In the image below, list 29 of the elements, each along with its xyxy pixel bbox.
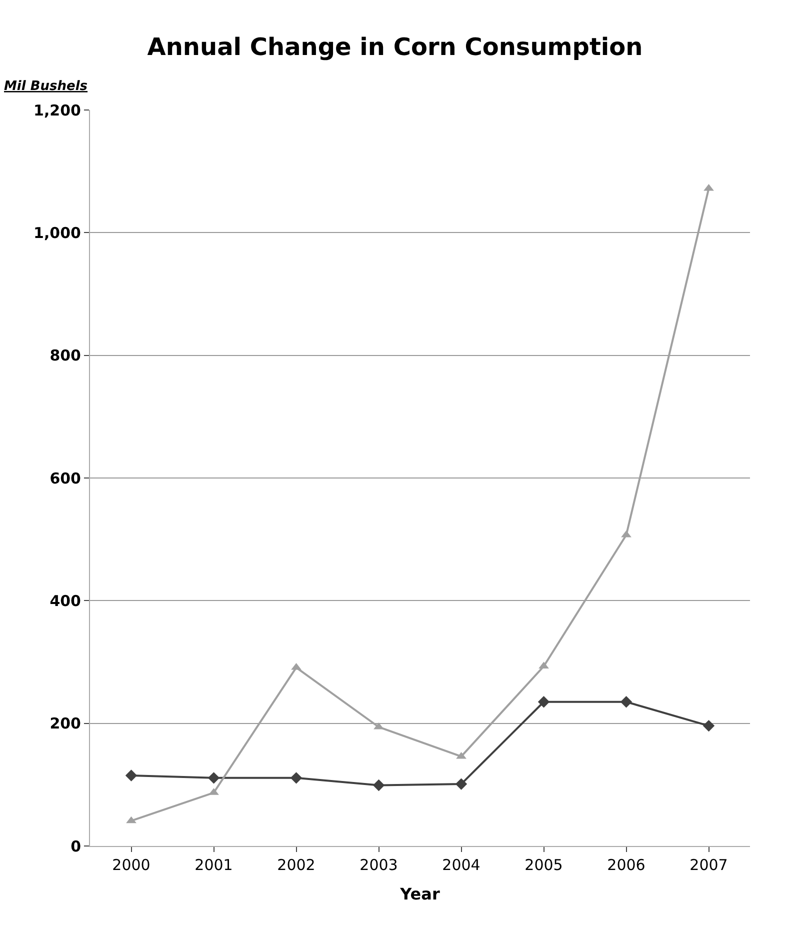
point (125, 770, 138, 782)
x-tick-label: 2000 (112, 856, 150, 874)
point (456, 752, 466, 759)
y-tick-label: 400 (50, 592, 81, 610)
x-tick-label: 2006 (607, 856, 646, 874)
y-axis-title: Mil Bushels (4, 79, 88, 94)
point (372, 779, 385, 792)
point (455, 778, 468, 790)
chart-title: Annual Change in Corn Consumption (147, 33, 643, 61)
point (702, 720, 715, 732)
point (290, 772, 302, 784)
y-tick-label: 200 (50, 714, 81, 733)
x-axis-title: Year (399, 884, 440, 904)
x-tick-label: 2004 (442, 856, 480, 874)
x-tick-label: 2001 (194, 856, 233, 874)
y-tick-label: 800 (50, 346, 81, 365)
point (126, 816, 136, 824)
y-tick-label: 1,000 (34, 224, 81, 242)
x-tick-label: 2007 (690, 856, 728, 874)
y-tick-label: 1,200 (34, 101, 81, 120)
point (208, 772, 220, 784)
x-tick-label: 2003 (360, 856, 398, 874)
y-tick-label: 0 (70, 837, 81, 856)
y-tick-label: 600 (50, 469, 81, 488)
x-tick-label: 2005 (524, 856, 563, 874)
point (538, 696, 550, 708)
point (620, 696, 632, 708)
point (538, 662, 549, 669)
x-tick-label: 2002 (277, 856, 316, 874)
